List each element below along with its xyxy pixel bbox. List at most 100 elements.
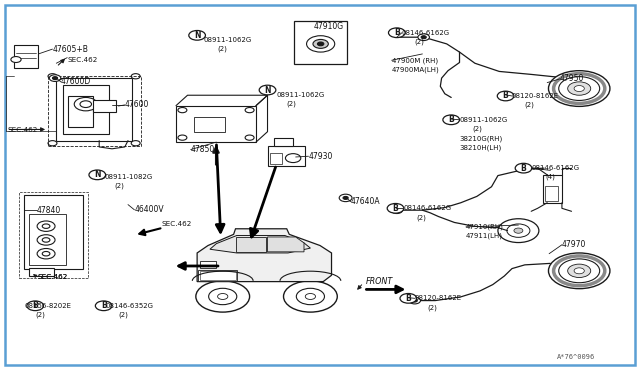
Circle shape — [412, 299, 417, 302]
Text: SEC.462: SEC.462 — [37, 274, 67, 280]
Circle shape — [514, 228, 523, 233]
Text: A*76^0096: A*76^0096 — [557, 354, 595, 360]
Polygon shape — [268, 237, 304, 252]
Bar — [68, 96, 93, 127]
Text: 08120-8162E: 08120-8162E — [415, 295, 462, 301]
Text: B: B — [393, 204, 398, 213]
Circle shape — [218, 294, 228, 299]
Text: 47600: 47600 — [125, 100, 149, 109]
Bar — [294, 21, 347, 64]
Text: (2): (2) — [287, 101, 296, 108]
Bar — [56, 78, 132, 141]
Circle shape — [574, 268, 584, 274]
Circle shape — [394, 209, 399, 212]
Text: (2): (2) — [416, 214, 426, 221]
Circle shape — [418, 34, 429, 41]
Bar — [198, 270, 237, 281]
Circle shape — [245, 108, 254, 113]
Text: 08146-6162G: 08146-6162G — [402, 30, 450, 36]
Bar — [545, 186, 558, 201]
Text: 46400V: 46400V — [134, 205, 164, 214]
Text: 08911-1062G: 08911-1062G — [460, 117, 508, 123]
Circle shape — [305, 294, 316, 299]
Text: 08146-6352G: 08146-6352G — [106, 303, 154, 309]
Bar — [543, 175, 562, 203]
Text: 47600D: 47600D — [61, 77, 91, 86]
Circle shape — [409, 297, 420, 304]
Circle shape — [48, 74, 57, 79]
Circle shape — [559, 77, 600, 100]
Circle shape — [131, 74, 140, 79]
Circle shape — [11, 57, 21, 62]
Circle shape — [548, 253, 610, 289]
Bar — [274, 138, 293, 146]
Bar — [93, 100, 116, 112]
Text: 47900MA(LH): 47900MA(LH) — [392, 67, 440, 73]
Text: N: N — [194, 31, 200, 40]
Text: 38210G(RH): 38210G(RH) — [460, 135, 503, 142]
Circle shape — [245, 135, 254, 140]
Text: FRONT: FRONT — [366, 278, 394, 286]
Circle shape — [93, 172, 106, 179]
Text: 47605+B: 47605+B — [52, 45, 88, 54]
Circle shape — [568, 82, 591, 95]
Text: 47930: 47930 — [308, 152, 333, 161]
Bar — [270, 153, 282, 164]
Text: (2): (2) — [428, 304, 437, 311]
FancyBboxPatch shape — [5, 5, 635, 365]
Circle shape — [400, 294, 417, 303]
Circle shape — [95, 301, 112, 311]
Bar — [200, 271, 236, 280]
Text: SEC.462: SEC.462 — [67, 57, 97, 63]
Circle shape — [42, 251, 50, 256]
Circle shape — [313, 39, 328, 48]
Text: 08911-1082G: 08911-1082G — [104, 174, 152, 180]
Bar — [14, 45, 38, 68]
Bar — [48, 76, 141, 146]
Circle shape — [259, 85, 276, 95]
Bar — [29, 214, 66, 265]
Circle shape — [443, 115, 460, 125]
Circle shape — [37, 221, 55, 231]
Circle shape — [559, 259, 600, 283]
Circle shape — [178, 135, 187, 140]
Text: N: N — [264, 86, 271, 94]
Circle shape — [97, 174, 102, 177]
Polygon shape — [210, 235, 310, 253]
Text: SEC.462: SEC.462 — [37, 274, 67, 280]
Text: 47900M (RH): 47900M (RH) — [392, 57, 438, 64]
Circle shape — [178, 108, 187, 113]
Text: (2): (2) — [525, 102, 534, 108]
Circle shape — [27, 301, 44, 311]
Circle shape — [42, 224, 50, 228]
Circle shape — [49, 75, 61, 81]
Circle shape — [339, 194, 352, 202]
Text: 47840: 47840 — [37, 206, 61, 215]
Bar — [176, 106, 256, 142]
Text: (2): (2) — [218, 46, 227, 52]
Text: 08156-8202E: 08156-8202E — [24, 303, 71, 309]
Circle shape — [497, 91, 514, 101]
Circle shape — [189, 31, 205, 40]
Circle shape — [548, 71, 610, 106]
Circle shape — [317, 42, 324, 46]
Circle shape — [42, 238, 50, 242]
Text: 47850: 47850 — [191, 145, 215, 154]
Circle shape — [52, 77, 58, 80]
Circle shape — [80, 101, 92, 108]
Circle shape — [507, 224, 530, 237]
Bar — [24, 195, 83, 269]
Circle shape — [343, 196, 348, 199]
Circle shape — [74, 97, 97, 111]
Circle shape — [574, 86, 584, 92]
Circle shape — [296, 288, 324, 305]
Circle shape — [391, 207, 403, 214]
Text: B: B — [394, 28, 399, 37]
Text: 08911-1062G: 08911-1062G — [204, 37, 252, 43]
Circle shape — [388, 28, 405, 38]
Circle shape — [284, 281, 337, 312]
Text: B: B — [503, 92, 508, 100]
Circle shape — [196, 281, 250, 312]
Text: 47950: 47950 — [560, 74, 584, 83]
Text: SEC.462: SEC.462 — [8, 127, 38, 133]
